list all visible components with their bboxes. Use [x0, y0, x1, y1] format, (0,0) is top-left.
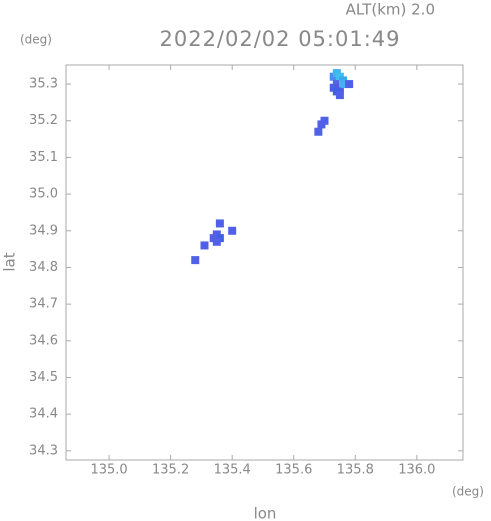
x-tick-label: 135.8	[337, 463, 374, 478]
echo-point	[317, 120, 326, 129]
y-tick-label: 34.3	[29, 443, 58, 458]
echo-point	[335, 91, 344, 100]
y-tick-label: 34.8	[29, 260, 58, 275]
y-tick-label: 35.3	[29, 77, 58, 92]
y-unit: (deg)	[20, 33, 52, 47]
y-tick-label: 35.1	[29, 150, 58, 165]
x-tick-label: 135.2	[152, 463, 189, 478]
y-tick-label: 34.7	[29, 297, 58, 312]
x-tick-label: 135.4	[214, 463, 251, 478]
x-tick-label: 135.0	[90, 463, 127, 478]
x-tick-label: 136.0	[398, 463, 435, 478]
echo-point	[338, 80, 347, 89]
plot-frame	[65, 64, 464, 461]
y-tick-label: 34.4	[29, 407, 58, 422]
echo-point	[314, 127, 323, 136]
y-tick-label: 34.9	[29, 223, 58, 238]
x-unit: (deg)	[452, 485, 484, 499]
echo-point	[215, 219, 224, 228]
altitude: ALT(km) 2.0	[346, 1, 435, 19]
x-label: lon	[254, 505, 277, 521]
x-tick-label: 135.6	[275, 463, 312, 478]
echo-point	[191, 256, 200, 265]
y-tick-label: 34.5	[29, 370, 58, 385]
y-tick-label: 34.6	[29, 333, 58, 348]
echo-point	[200, 241, 209, 250]
echo-point	[209, 234, 218, 243]
chart-title: 2022/02/02 05:01:49	[159, 27, 400, 51]
echo-point	[345, 80, 354, 89]
y-label: lat	[1, 252, 19, 271]
echo-point	[228, 226, 237, 235]
y-tick-label: 35.0	[29, 187, 58, 202]
y-tick-label: 35.2	[29, 113, 58, 128]
